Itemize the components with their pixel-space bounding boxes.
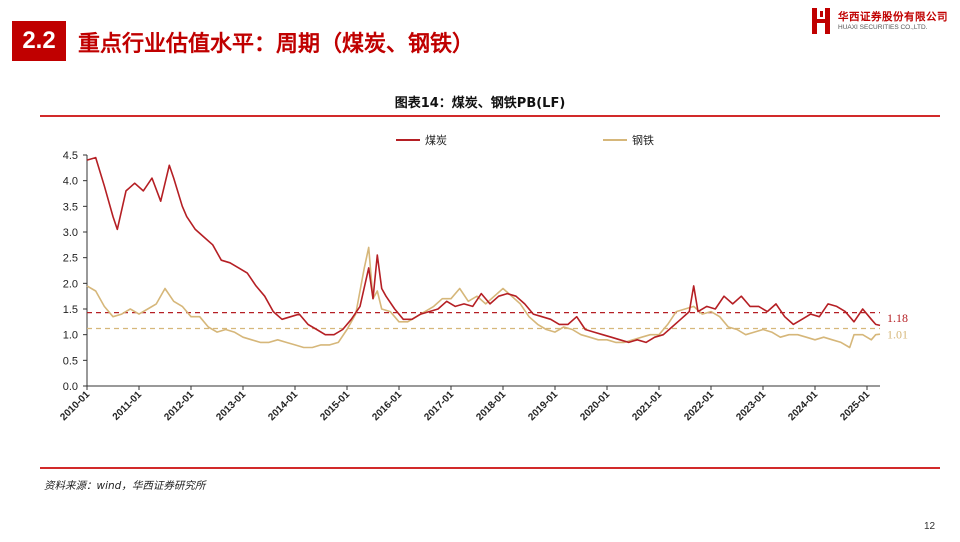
logo-text-cn: 华西证券股份有限公司	[838, 11, 948, 23]
y-tick-label: 2.5	[63, 253, 78, 265]
y-tick-label: 0.5	[63, 355, 78, 367]
y-tick-label: 1.0	[63, 330, 78, 342]
y-tick-label: 0.0	[63, 381, 78, 393]
company-logo: 华西证券股份有限公司 HUAXI SECURITIES CO.,LTD.	[812, 7, 957, 37]
x-tick-label: 2014-01	[266, 389, 300, 423]
x-tick-label: 2020-01	[578, 389, 612, 423]
x-tick-label: 2015-01	[318, 389, 352, 423]
steel-pb-line	[86, 246, 881, 349]
logo-text-en: HUAXI SECURITIES CO.,LTD.	[838, 24, 928, 31]
x-tick-label: 2022-01	[682, 389, 716, 423]
y-tick-label: 3.0	[63, 227, 78, 239]
legend-label-coal: 煤炭	[425, 134, 447, 147]
x-tick-label: 2023-01	[734, 389, 768, 423]
x-tick-label: 2018-01	[474, 389, 508, 423]
x-tick-label: 2011-01	[111, 389, 145, 423]
coal-pb-line	[86, 156, 881, 344]
slide-title: 重点行业估值水平：周期（煤炭、钢铁）	[78, 32, 475, 57]
y-tick-label: 2.0	[63, 278, 78, 290]
legend-label-steel: 钢铁	[632, 134, 654, 147]
x-tick-label: 2010-01	[58, 389, 92, 423]
y-tick-label: 4.0	[63, 176, 78, 188]
x-tick-label: 2021-01	[630, 389, 664, 423]
y-tick-label: 3.5	[63, 201, 78, 213]
coal-latest-value-label: 1.18	[887, 311, 908, 325]
page-number: 12	[924, 521, 936, 532]
huaxi-logo-icon	[812, 8, 830, 34]
steel-latest-value-label: 1.01	[887, 328, 908, 342]
y-tick-label: 1.5	[63, 304, 78, 316]
section-number-badge: 2.2	[12, 21, 66, 61]
source-note: 资料来源：wind，华西证券研究所	[44, 480, 206, 492]
x-tick-label: 2016-01	[370, 389, 404, 423]
x-tick-label: 2012-01	[162, 389, 196, 423]
x-tick-label: 2025-01	[838, 389, 872, 423]
x-tick-label: 2013-01	[214, 389, 248, 423]
x-tick-label: 2024-01	[786, 389, 820, 423]
chart-top-divider	[40, 115, 940, 117]
chart-title: 图表14：煤炭、钢铁PB(LF)	[394, 96, 566, 111]
chart-bottom-divider	[40, 467, 940, 469]
x-tick-label: 2019-01	[526, 389, 560, 423]
y-tick-label: 4.5	[63, 150, 78, 162]
x-tick-label: 2017-01	[422, 389, 456, 423]
